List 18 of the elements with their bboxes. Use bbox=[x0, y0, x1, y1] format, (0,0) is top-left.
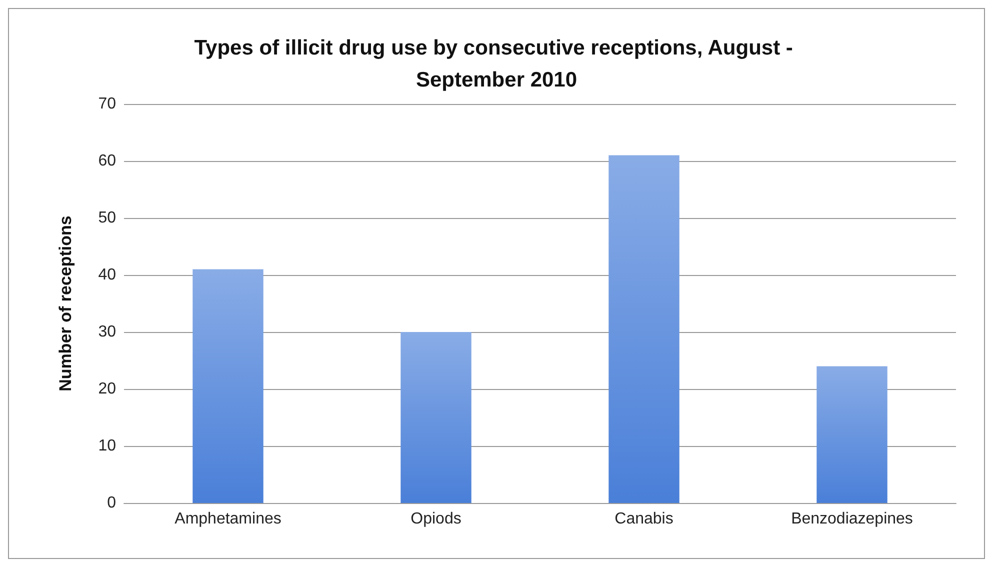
y-tick-label: 40 bbox=[98, 266, 116, 284]
bar bbox=[816, 366, 888, 503]
y-tick-label: 70 bbox=[98, 96, 116, 112]
x-tick-label: Amphetamines bbox=[174, 510, 282, 528]
y-tick-label: 0 bbox=[107, 494, 116, 512]
chart-title: Types of illicit drug use by consecutive receptions, August - September 2010 bbox=[194, 36, 799, 92]
y-axis-title: Number of receptions bbox=[56, 216, 75, 392]
y-tick-label: 50 bbox=[98, 210, 116, 226]
bar bbox=[192, 269, 264, 503]
y-tick-label: 10 bbox=[98, 438, 116, 454]
y-tick-label: 20 bbox=[98, 380, 116, 398]
y-tick-label: 60 bbox=[98, 152, 116, 170]
y-tick-label: 30 bbox=[98, 324, 116, 340]
x-tick-label: Benzodiazepines bbox=[791, 510, 913, 528]
x-tick-label: Opiods bbox=[410, 510, 462, 528]
bar bbox=[608, 155, 680, 503]
x-tick-label: Canabis bbox=[614, 510, 674, 528]
bar bbox=[400, 332, 472, 503]
